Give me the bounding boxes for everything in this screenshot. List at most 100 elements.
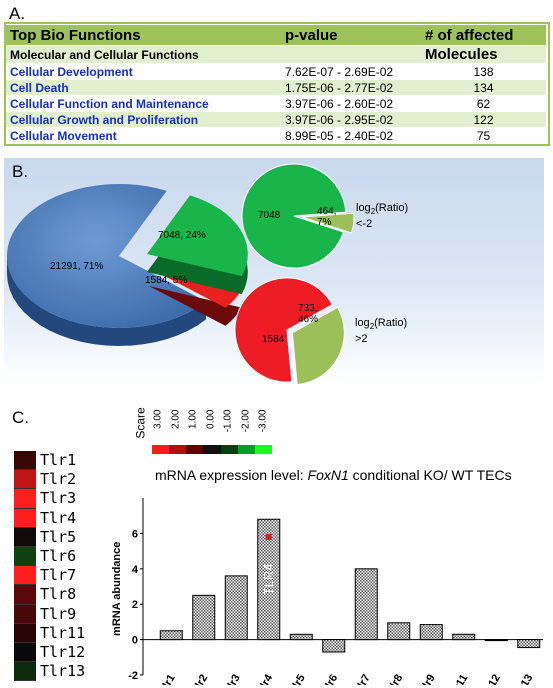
table-border (4, 22, 550, 146)
upPie-slice-0 (234, 277, 334, 383)
chart-title-gene: FoxN1 (307, 467, 349, 483)
up-pie (234, 277, 345, 386)
heatmap-gene-label: Tlr4 (40, 508, 77, 527)
x-tick-label: Tlr12 (479, 673, 503, 686)
main-pie (7, 184, 248, 346)
function-name: Cellular Movement (6, 127, 281, 143)
heatmap-cell (14, 642, 36, 663)
panel-c-letter: C. (12, 408, 29, 427)
function-name: Cellular Development (6, 63, 281, 80)
pvalue-range: 3.97E-06 - 2.95E-02 (281, 111, 421, 128)
table-row: Cellular Growth and Proliferation 3.97E-… (6, 111, 546, 128)
header-pvalue: p-value (281, 24, 421, 46)
bar-chart: -2 0 2 4 6 mRNA abundance Tlr1 Tlr2 Tlr3 Tlr4 TLR4… (111, 498, 543, 685)
bar-tlr12 (484, 639, 508, 642)
heatmap-cell (14, 546, 36, 567)
header-count: # of affected (421, 24, 546, 46)
scale-value: -1.00 (222, 409, 234, 433)
x-tick-label: Tlr4 (255, 672, 276, 685)
y-tick-label: -2 (128, 670, 138, 682)
heatmap-cell (14, 451, 36, 471)
heatmap-cell (14, 623, 36, 643)
heatmap-gene-label: Tlr9 (40, 604, 77, 623)
bar-tlr7 (354, 568, 378, 641)
bar-tlr13 (517, 639, 541, 649)
scale-value: 0.00 (205, 409, 216, 429)
unchanged-slice-wall (7, 256, 206, 346)
down-pie-label-2-value: 464, (317, 206, 337, 217)
up-pie-label-1: 1584 (262, 334, 285, 345)
bars-group: -2 0 2 4 6 mRNA abundance Tlr1 Tlr2 Tlr3 Tlr4 TLR4… (111, 498, 543, 685)
downPie-slice-0 (241, 163, 347, 269)
scale-swatch (220, 445, 238, 454)
up-pie-label-2-value: 733, (298, 303, 318, 314)
x-tick-label: Tlr11 (447, 673, 470, 686)
function-name: Cell Death (6, 79, 281, 96)
molecule-count: 138 (421, 63, 546, 80)
unchanged-slice (7, 184, 206, 328)
subheader-molecules: Molecules (421, 45, 546, 64)
heatmap-cell (14, 585, 36, 605)
heatmap-gene-label: Tlr5 (40, 527, 77, 546)
heatmap-gene-label: Tlr3 (40, 489, 77, 508)
ratio-threshold: <-2 (356, 218, 373, 231)
heatmap-gene-label: Tlr2 (40, 470, 77, 489)
panel-b-letter: B. (12, 162, 29, 181)
ratio-suffix: (Ratio) (375, 202, 409, 214)
bar-tlr1 (159, 630, 183, 641)
heatmap-labels: Tlr1 Tlr2 Tlr3 Tlr4 Tlr5 Tlr6 Tlr7 Tlr8 Tlr9 Tlr1… (40, 451, 85, 681)
molecule-count: 75 (421, 127, 546, 143)
heatmap-cell (14, 604, 36, 624)
ratio-prefix: log (355, 317, 370, 329)
heatmap-gene-label: Tlr13 (40, 662, 86, 681)
x-tick-label: Tlr13 (512, 673, 536, 686)
scale-value: -2.00 (240, 409, 251, 433)
panel-a-letter: A. (9, 4, 26, 23)
table-row: Cellular Development 7.62E-07 - 2.69E-02… (6, 63, 546, 80)
table-subheader-row: Molecular and Cellular Functions Molecul… (6, 45, 546, 64)
scale-value: 2.00 (170, 409, 181, 429)
scale-swatch (237, 445, 255, 454)
ratio-sub: 2 (370, 207, 376, 217)
table-row: Cellular Function and Maintenance 3.97E-… (6, 95, 546, 112)
ratio-sub: 2 (369, 322, 375, 332)
bar-tlr8 (387, 622, 411, 641)
x-tick-label: Tlr1 (157, 673, 177, 686)
bio-functions-table: Top Bio Functions p-value # of affected … (6, 24, 546, 143)
heatmap-cell (14, 489, 36, 509)
molecule-count: 122 (421, 111, 546, 128)
chart-title-pre: mRNA expression level: (155, 467, 308, 483)
x-tick-label: Tlr5 (287, 673, 307, 686)
heatmap-gene-label: Tlr6 (40, 546, 77, 565)
x-tick-label: Tlr8 (385, 673, 405, 686)
table-header-row: Top Bio Functions p-value # of affected (6, 24, 546, 46)
pie-label-up: 1584, 5% (145, 275, 188, 286)
up-pie-label-2-pct: 46% (298, 314, 319, 325)
highlight-marker (265, 533, 272, 540)
heatmap-gene-label: Tlr1 (40, 451, 77, 469)
down-slice (147, 195, 248, 277)
bar-tlr6 (322, 639, 346, 653)
pvalue-range: 1.75E-06 - 2.77E-02 (281, 79, 421, 96)
function-name: Cellular Function and Maintenance (6, 95, 281, 112)
x-tick-label: Tlr6 (320, 673, 340, 686)
bar-tlr3 (224, 575, 248, 641)
scale-swatch (169, 445, 187, 454)
pvalue-range: 8.99E-05 - 2.40E-02 (281, 127, 421, 143)
scale-labels: 3.00 2.00 1.00 0.00 -1.00 -2.00 -3.00 (150, 400, 280, 444)
x-tick-label: Tlr7 (352, 673, 372, 686)
table-row: Cell Death 1.75E-06 - 2.77E-02 134 (6, 79, 546, 96)
y-tick-label: 0 (132, 635, 138, 647)
function-name: Cellular Growth and Proliferation (6, 111, 281, 128)
bar-tlr9 (419, 624, 443, 641)
ratio-threshold: >2 (355, 333, 368, 346)
up-ratio-label: log2(Ratio) >2 (355, 317, 407, 346)
down-ratio-label: log2(Ratio) <-2 (356, 202, 408, 231)
subheader-category: Molecular and Cellular Functions (6, 45, 281, 64)
scale-value: 3.00 (152, 409, 164, 429)
downPie-slice-1 (301, 212, 355, 234)
header-functions: Top Bio Functions (6, 24, 281, 46)
x-tick-label: Tlr9 (417, 673, 437, 686)
scale-swatch (186, 445, 204, 454)
chart-title-post: conditional KO/ WT TECs (348, 467, 512, 483)
